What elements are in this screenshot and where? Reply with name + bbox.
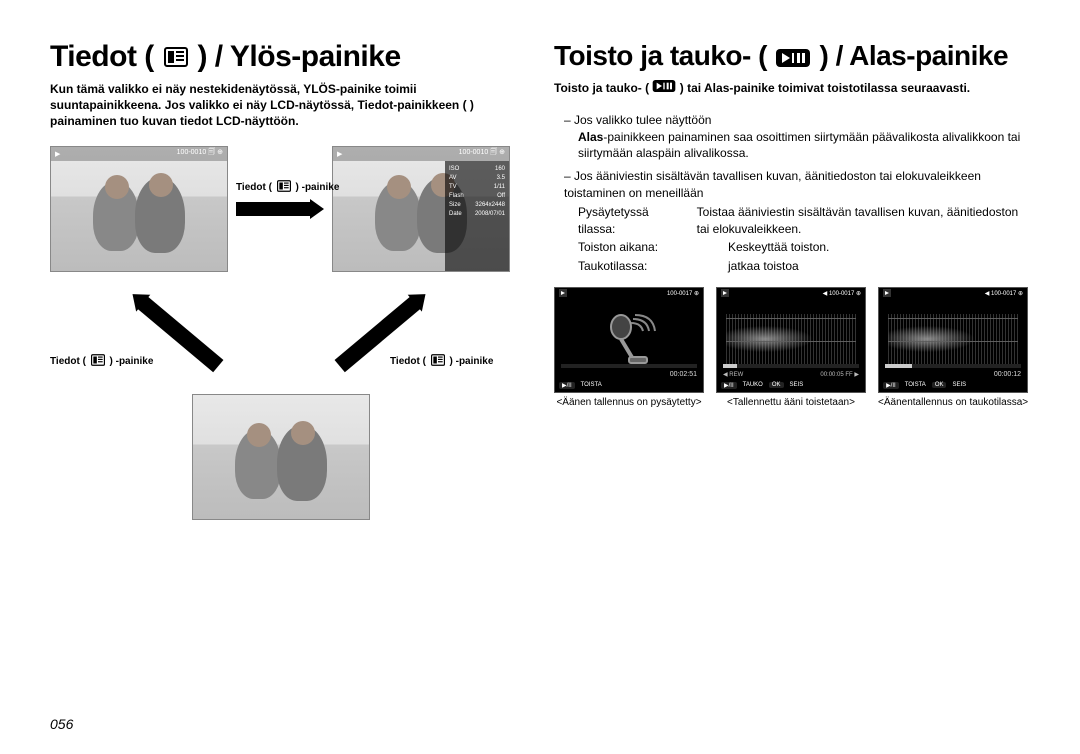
info-icon (91, 354, 105, 369)
left-title: Tiedot ( ) / Ylös-painike (50, 40, 530, 75)
info-icon (164, 41, 188, 75)
right-column: Toisto ja tauko- ( ) / Alas-painike Tois… (554, 40, 1030, 586)
arrow-right-icon (236, 202, 312, 216)
screen2-timer: 00:00:12 (994, 371, 1021, 378)
right-bullets: –Jos valikko tulee näyttöön Alas-painikk… (554, 112, 1030, 275)
screen2-caption: <Äänentallennus on taukotilassa> (878, 397, 1028, 409)
screen2-topbar: ◀ 100-0017 ⊕ (985, 290, 1023, 297)
screen-2: ◀ 100-0017 ⊕ 00:00:12 ▶/II TOISTA OK SEI… (878, 287, 1028, 393)
footer-btn: ▶/II (559, 382, 575, 389)
b2-head: Jos ääniviestin sisältävän tavallisen ku… (564, 169, 981, 200)
playpause-icon (652, 81, 676, 95)
screen-0: 100-0017 ⊕ 00:02:51 (554, 287, 704, 393)
screen1-footer: ▶/II TAUKO OK SEIS (717, 379, 865, 392)
waveform-icon (726, 314, 856, 364)
info-icon (277, 180, 291, 195)
row2-k: Taukotilassa: (578, 258, 718, 275)
thumb-tl: ▶ 100-0010 🗐 ⊕ (50, 146, 228, 272)
row0-k: Pysäytetyssä tilassa: (578, 204, 687, 238)
info-icon (431, 354, 445, 369)
left-lead: Kun tämä valikko ei näy nestekidenäytöss… (50, 81, 530, 130)
bullet-1: –Jos valikko tulee näyttöön Alas-painikk… (564, 112, 1030, 162)
tiedot-label-right: Tiedot ( ) -painike (390, 354, 493, 369)
thumb-topbar-right2: 100-0010 🗐 ⊕ (459, 148, 505, 159)
screen-col-2: ◀ 100-0017 ⊕ 00:00:12 ▶/II TOISTA OK SEI… (878, 287, 1028, 409)
row0-v: Toistaa ääniviestin sisältävän tavallise… (697, 204, 1030, 238)
right-title-pre: Toisto ja tauko- ( (554, 40, 767, 71)
screen0-topbar: 100-0017 ⊕ (667, 290, 699, 297)
footer-btn: OK (769, 382, 784, 388)
play-indicator-icon (883, 289, 893, 299)
right-lead: Toisto ja tauko- ( ) tai Alas-painike to… (554, 80, 1030, 96)
screen0-footer: ▶/II TOISTA (555, 379, 703, 392)
footer-btn: ▶/II (883, 382, 899, 389)
footer-btn: OK (932, 382, 947, 388)
footer-label: SEIS (952, 382, 966, 388)
scrub-fill (885, 364, 912, 368)
left-title-pre: Tiedot ( (50, 40, 154, 73)
tiedot-label-left: Tiedot ( ) -painike (50, 354, 153, 369)
screen-col-1: ◀ 100-0017 ⊕ ◀ REW 00:00:05 FF ▶ ▶/II TA… (716, 287, 866, 409)
ff-label: 00:00:05 FF ▶ (820, 371, 859, 378)
row1-v: Keskeyttää toiston. (728, 239, 829, 256)
screen1-caption: <Tallennettu ääni toistetaan> (727, 397, 855, 409)
tiedot-label-top: Tiedot ( ) -painike (236, 180, 339, 195)
thumb-topbar-left: ▶ (55, 150, 60, 158)
right-title-post: ) / Alas-painike (819, 40, 1008, 71)
screen2-footer: ▶/II TOISTA OK SEIS (879, 379, 1027, 392)
thumb-info-panel: ISO160 AV3.5 TV1/11 FlashOff Size3264x24… (445, 161, 509, 271)
right-title: Toisto ja tauko- ( ) / Alas-painike (554, 40, 1030, 74)
footer-label: TOISTA (581, 382, 602, 388)
left-diagram: ▶ 100-0010 🗐 ⊕ ▶ 100-0010 🗐 ⊕ ISO160 AV3… (50, 146, 510, 586)
screen-col-0: 100-0017 ⊕ 00:02:51 (554, 287, 704, 409)
footer-label: TOISTA (905, 382, 926, 388)
screens-row: 100-0017 ⊕ 00:02:51 (554, 287, 1030, 409)
b1-bold: Alas (578, 130, 603, 144)
row2-v: jatkaa toistoa (728, 258, 799, 275)
play-indicator-icon (559, 289, 569, 299)
footer-label: TAUKO (743, 382, 763, 388)
thumb-tr: ▶ 100-0010 🗐 ⊕ ISO160 AV3.5 TV1/11 Flash… (332, 146, 510, 272)
screen-1: ◀ 100-0017 ⊕ ◀ REW 00:00:05 FF ▶ ▶/II TA… (716, 287, 866, 393)
thumb-topbar-right: 100-0010 🗐 ⊕ (177, 148, 223, 159)
scrub-fill (723, 364, 737, 368)
b1-head: Jos valikko tulee näyttöön (574, 113, 711, 127)
rew-label: ◀ REW (723, 371, 743, 378)
bullet-2: –Jos ääniviestin sisältävän tavallisen k… (564, 168, 1030, 275)
footer-btn: ▶/II (721, 382, 737, 389)
row1-k: Toiston aikana: (578, 239, 718, 256)
screen1-topbar: ◀ 100-0017 ⊕ (823, 290, 861, 297)
screen0-caption: <Äänen tallennus on pysäytetty> (556, 397, 701, 409)
play-indicator-icon (721, 289, 731, 299)
footer-label: SEIS (790, 382, 804, 388)
left-title-post: ) / Ylös-painike (197, 40, 400, 73)
left-column: Tiedot ( ) / Ylös-painike Kun tämä valik… (50, 40, 530, 586)
playpause-icon (776, 42, 810, 74)
page-number: 056 (50, 716, 73, 732)
screen0-timer: 00:02:51 (670, 371, 697, 378)
thumb-topbar-left2: ▶ (337, 150, 342, 158)
waveform-icon (888, 314, 1018, 364)
microphone-icon (599, 309, 659, 369)
b1-rest: -painikkeen painaminen saa osoittimen si… (578, 130, 1020, 161)
thumb-bc (192, 394, 370, 520)
